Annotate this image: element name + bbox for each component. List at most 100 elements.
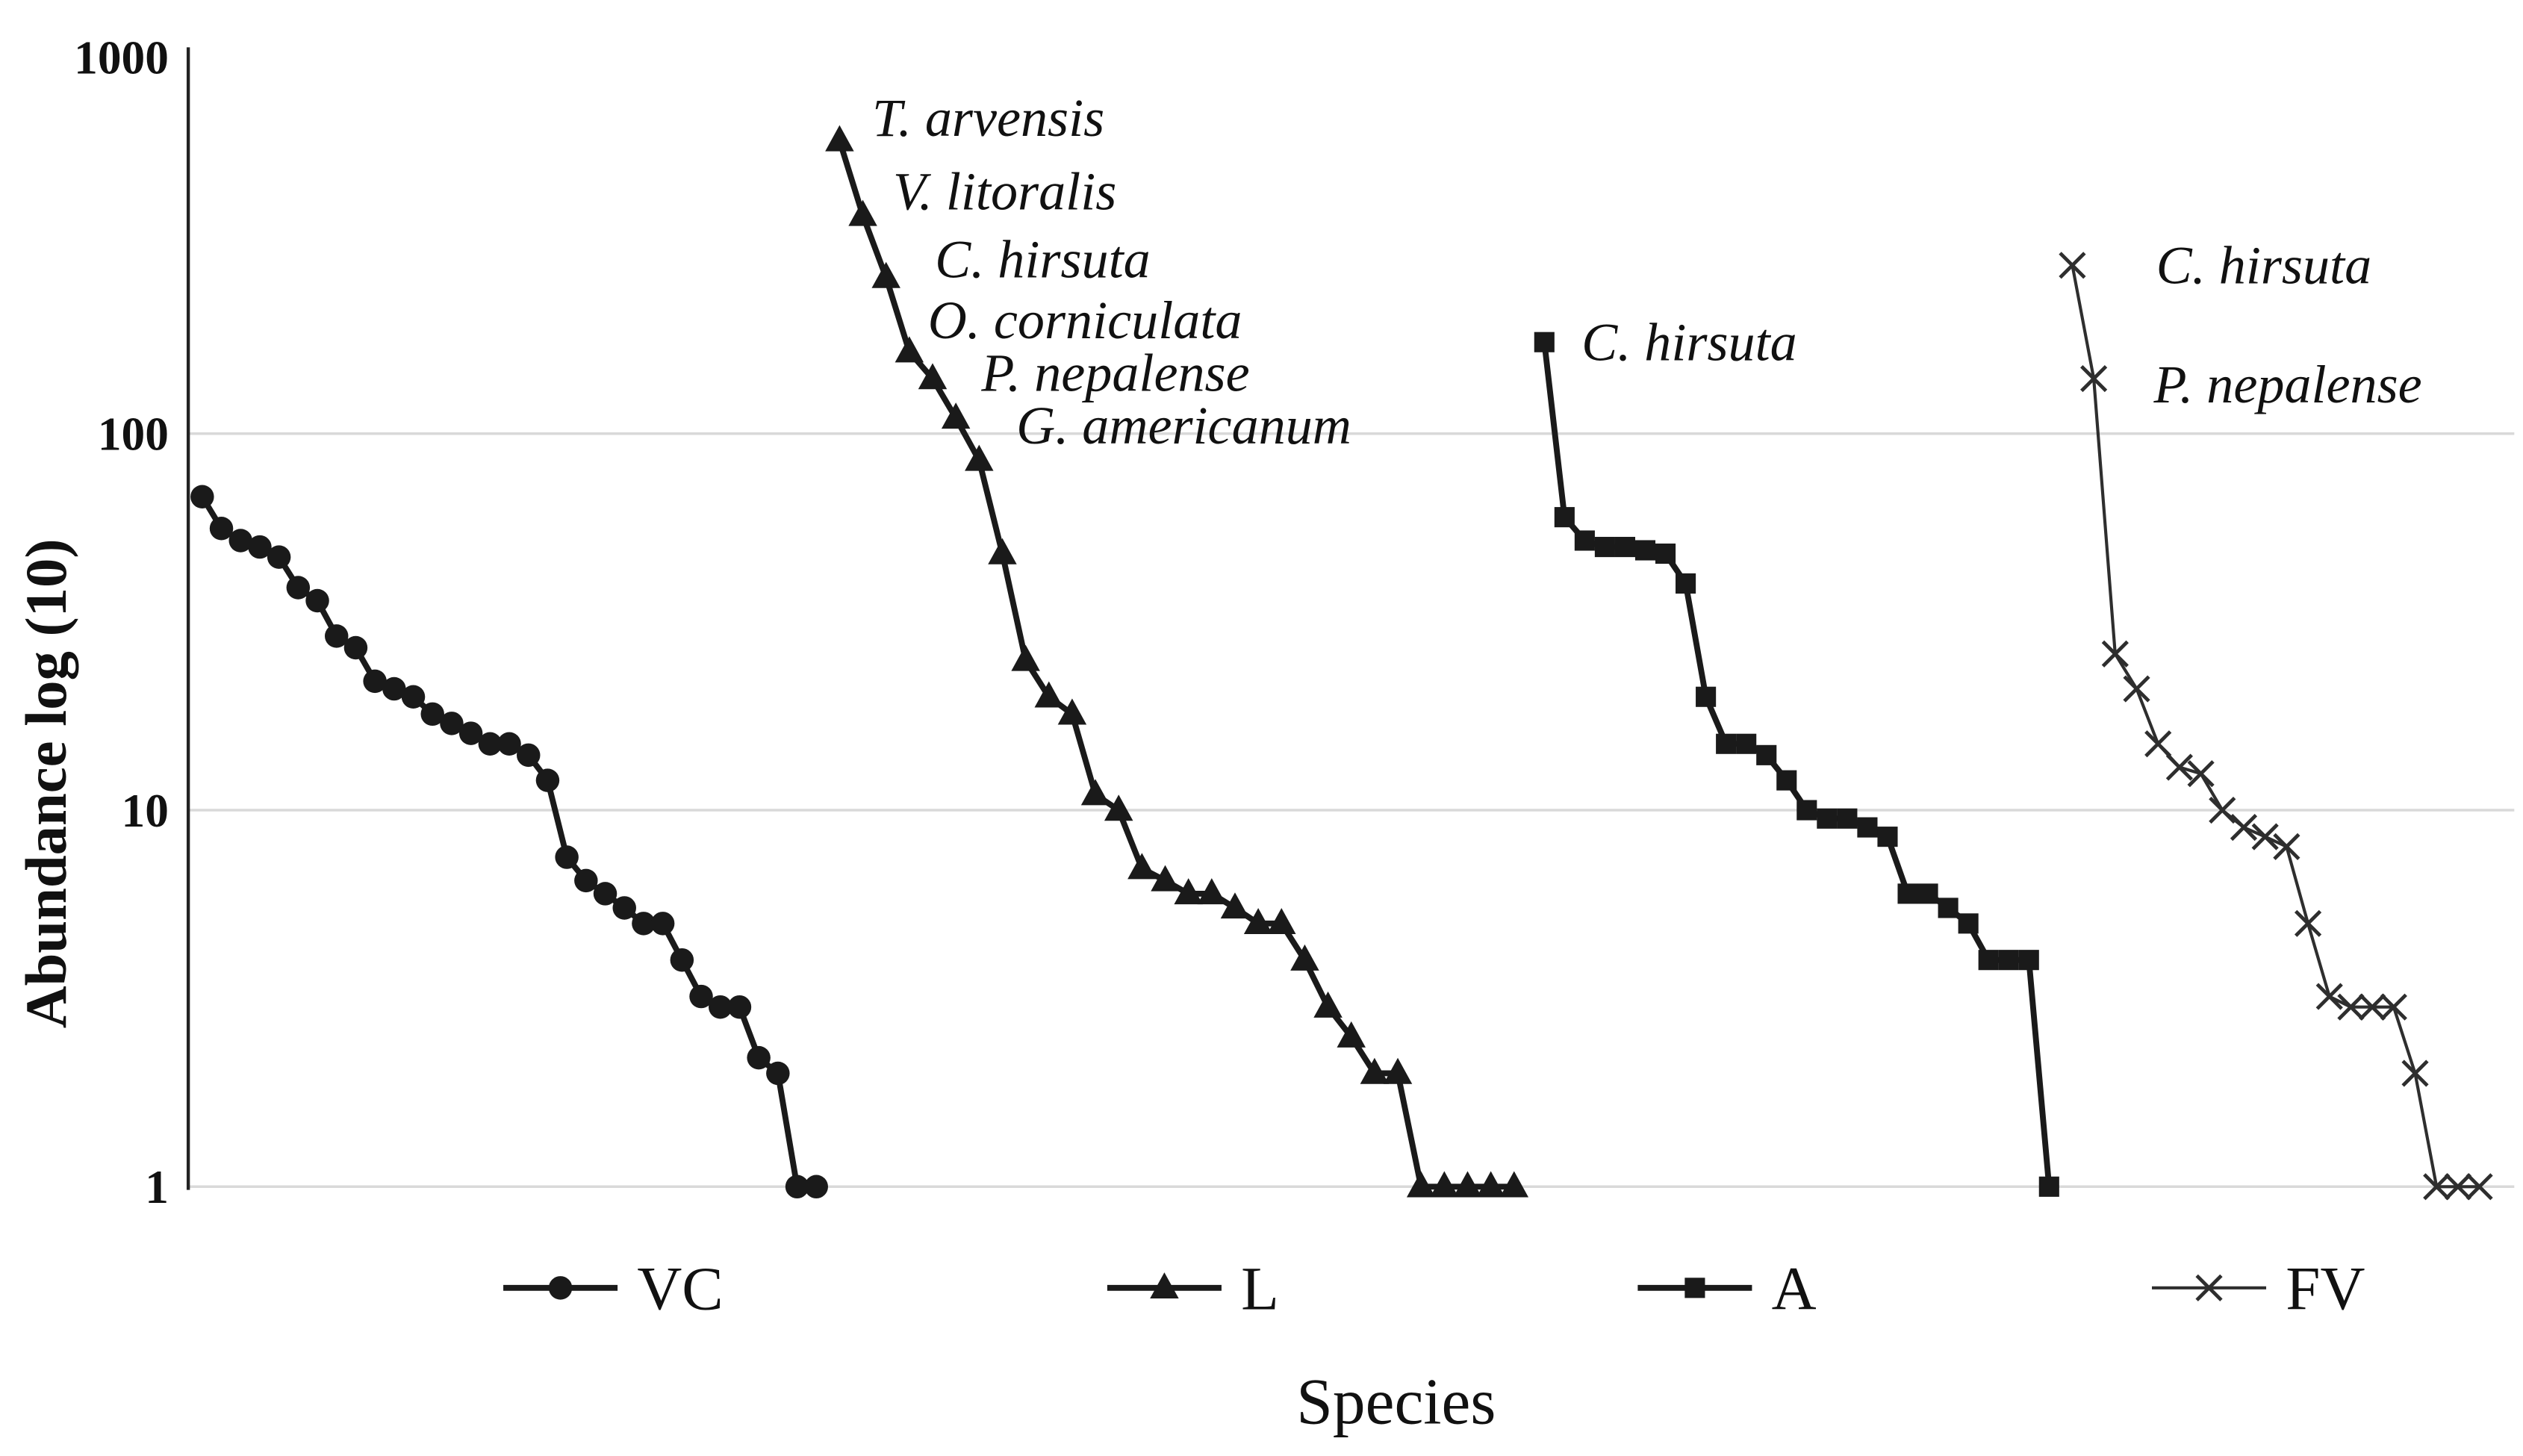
circle-marker [286, 576, 311, 600]
circle-marker [190, 485, 214, 508]
square-marker [1776, 770, 1797, 791]
triangle-marker [918, 363, 948, 390]
square-marker [1978, 950, 1999, 971]
x-marker [2209, 796, 2236, 824]
triangle-marker [1150, 1272, 1179, 1299]
x-marker [2144, 730, 2172, 758]
square-marker [1897, 883, 1918, 904]
circle-marker [650, 912, 675, 936]
series-line-A [1541, 339, 2053, 1190]
y-tick-100: 100 [98, 408, 169, 461]
triangle-marker [871, 261, 900, 288]
circle-marker [689, 984, 713, 1009]
triangle-marker [848, 199, 877, 226]
circle-marker [548, 1276, 573, 1300]
circle-marker [670, 948, 694, 972]
circle-marker [709, 995, 732, 1019]
circle-marker [478, 732, 503, 756]
circle-marker [593, 882, 617, 906]
circle-marker [228, 529, 252, 553]
square-marker [1736, 733, 1757, 754]
x-marker [2251, 823, 2279, 850]
species-annotation-8: P. nepalense [2153, 355, 2421, 414]
triangle-marker [1406, 1171, 1436, 1198]
triangle-marker [1220, 892, 1250, 919]
gridlines [188, 432, 2515, 1189]
triangle-marker [1383, 1057, 1413, 1084]
triangle-marker [1267, 908, 1296, 935]
circle-marker [382, 676, 406, 701]
x-marker [2423, 1173, 2451, 1201]
circle-marker [248, 535, 272, 559]
species-annotation-4: P. nepalense [980, 343, 1249, 402]
triangle-marker [1313, 991, 1343, 1018]
circle-marker [497, 732, 521, 756]
species-annotation-5: G. americanum [1016, 396, 1351, 455]
triangle-marker [895, 336, 924, 363]
circle-marker [574, 868, 598, 893]
legend-item-FV: FV [2152, 1254, 2365, 1322]
x-marker [2230, 814, 2258, 841]
x-marker [2401, 1060, 2429, 1087]
x-marker [2380, 993, 2407, 1021]
square-marker [1938, 897, 1959, 918]
square-marker [1684, 1278, 1705, 1298]
y-axis-title: Abundance log (10) [14, 538, 79, 1028]
triangle-marker [1034, 681, 1063, 708]
triangle-marker [1430, 1171, 1459, 1198]
legend-item-L: L [1107, 1254, 1279, 1322]
legend-label-L: L [1241, 1254, 1279, 1322]
legend: VC L A FV [503, 1254, 2365, 1322]
square-marker [1796, 800, 1817, 821]
triangle-marker [1360, 1057, 1390, 1084]
y-tick-1000: 1000 [74, 31, 169, 84]
square-marker [2018, 950, 2039, 971]
series-FV [2059, 252, 2493, 1201]
square-marker [1998, 950, 2019, 971]
x-marker [2337, 993, 2365, 1021]
circle-marker [535, 768, 560, 792]
triangle-marker [825, 125, 854, 152]
series-line-FV [2071, 264, 2481, 1189]
x-marker [2059, 252, 2086, 279]
circle-marker [363, 669, 387, 694]
triangle-marker [1080, 779, 1110, 806]
circle-marker [785, 1175, 809, 1199]
x-marker [2466, 1173, 2493, 1201]
triangle-marker [1197, 878, 1227, 905]
series-line-VC [199, 494, 820, 1190]
square-marker [1837, 808, 1858, 829]
x-marker [2444, 1173, 2472, 1201]
triangle-marker [1174, 878, 1203, 905]
legend-label-A: A [1772, 1254, 1817, 1322]
x-marker [2187, 760, 2215, 788]
square-marker [1716, 733, 1737, 754]
triangle-marker [1476, 1171, 1505, 1198]
circle-marker [555, 845, 579, 869]
triangle-marker [965, 444, 994, 471]
legend-label-VC: VC [637, 1254, 723, 1322]
triangle-marker [1499, 1171, 1529, 1198]
x-marker [2359, 993, 2386, 1021]
series-A [1534, 332, 2059, 1197]
x-marker [2273, 833, 2300, 860]
circle-marker [343, 635, 368, 660]
circle-marker [305, 588, 329, 613]
circle-marker [727, 995, 752, 1019]
triangle-marker [941, 402, 971, 429]
square-marker [2038, 1176, 2059, 1197]
triangle-marker [1127, 853, 1157, 880]
x-axis-title: Species [1296, 1365, 1496, 1437]
legend-item-A: A [1637, 1254, 1817, 1322]
triangle-marker [1151, 865, 1180, 892]
square-marker [1958, 913, 1979, 934]
circle-marker [401, 685, 426, 709]
square-marker [1917, 883, 1938, 904]
square-marker [1877, 827, 1898, 847]
x-marker [2101, 640, 2129, 668]
triangle-marker [1337, 1021, 1366, 1048]
triangle-marker [1057, 698, 1087, 725]
